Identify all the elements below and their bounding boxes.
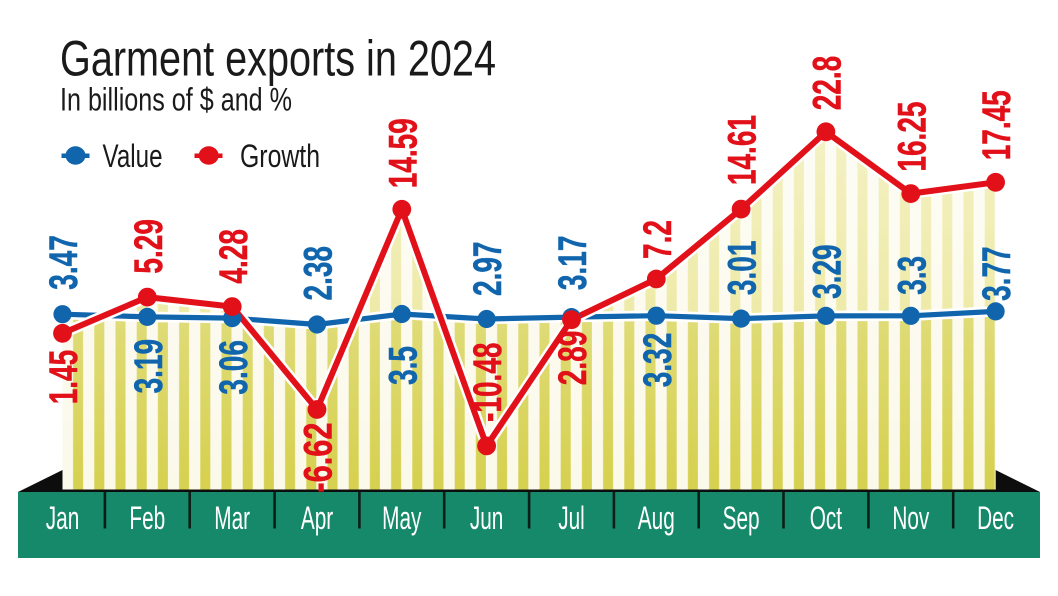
svg-text:7.2: 7.2 <box>636 220 680 259</box>
svg-text:Jun: Jun <box>470 501 504 537</box>
svg-text:3.32: 3.32 <box>636 333 680 387</box>
svg-text:3.77: 3.77 <box>975 246 1019 300</box>
svg-text:Oct: Oct <box>810 501 843 537</box>
svg-text:3.3: 3.3 <box>891 256 935 295</box>
svg-text:14.59: 14.59 <box>382 118 426 188</box>
svg-text:Value: Value <box>103 138 163 174</box>
svg-text:3.17: 3.17 <box>551 236 595 290</box>
svg-text:Feb: Feb <box>129 501 165 537</box>
svg-text:-10.48: -10.48 <box>466 343 510 422</box>
svg-text:3.06: 3.06 <box>212 340 256 394</box>
svg-text:3.5: 3.5 <box>382 346 426 385</box>
svg-text:In billions of $ and %: In billions of $ and % <box>60 82 292 118</box>
svg-text:Growth: Growth <box>240 138 320 174</box>
svg-text:17.45: 17.45 <box>975 90 1019 160</box>
svg-text:Mar: Mar <box>214 501 250 537</box>
svg-text:3.29: 3.29 <box>806 244 850 298</box>
svg-text:3.19: 3.19 <box>127 339 171 393</box>
svg-text:2.38: 2.38 <box>297 246 341 300</box>
svg-text:May: May <box>382 501 422 537</box>
svg-text:Garment exports in 2024: Garment exports in 2024 <box>60 31 496 87</box>
svg-text:Apr: Apr <box>301 501 333 537</box>
svg-text:16.25: 16.25 <box>891 102 935 172</box>
svg-text:-6.62: -6.62 <box>296 423 341 493</box>
svg-text:Aug: Aug <box>638 501 675 537</box>
svg-text:Dec: Dec <box>977 501 1014 537</box>
svg-text:Jul: Jul <box>558 501 585 537</box>
svg-text:Jan: Jan <box>46 501 80 537</box>
svg-text:3.01: 3.01 <box>721 241 765 295</box>
svg-text:Sep: Sep <box>723 501 760 537</box>
svg-text:3.47: 3.47 <box>42 235 86 289</box>
svg-text:4.28: 4.28 <box>212 229 256 283</box>
svg-text:22.8: 22.8 <box>806 56 850 110</box>
svg-text:2.89: 2.89 <box>551 331 595 385</box>
svg-text:1.45: 1.45 <box>42 350 86 404</box>
svg-text:14.61: 14.61 <box>721 115 765 185</box>
svg-text:Nov: Nov <box>892 501 929 537</box>
svg-text:5.29: 5.29 <box>127 219 171 273</box>
svg-text:2.97: 2.97 <box>466 242 510 296</box>
